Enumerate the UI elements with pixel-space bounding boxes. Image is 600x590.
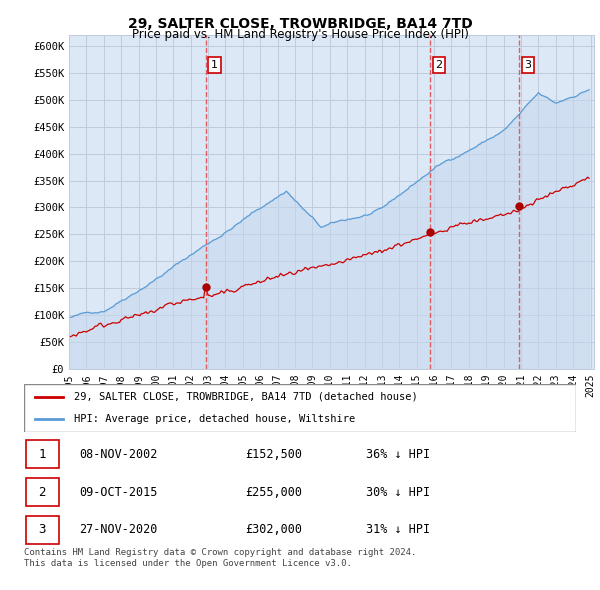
Text: 08-NOV-2002: 08-NOV-2002: [79, 448, 158, 461]
Bar: [26, 441, 59, 468]
Text: Contains HM Land Registry data © Crown copyright and database right 2024.
This d: Contains HM Land Registry data © Crown c…: [24, 548, 416, 568]
Text: £255,000: £255,000: [245, 486, 302, 499]
Text: 2: 2: [436, 60, 443, 70]
Text: 09-OCT-2015: 09-OCT-2015: [79, 486, 158, 499]
Text: 27-NOV-2020: 27-NOV-2020: [79, 523, 158, 536]
Text: 3: 3: [524, 60, 532, 70]
Text: 36% ↓ HPI: 36% ↓ HPI: [366, 448, 430, 461]
Bar: [26, 516, 59, 543]
Text: 1: 1: [38, 448, 46, 461]
Text: £152,500: £152,500: [245, 448, 302, 461]
Text: 29, SALTER CLOSE, TROWBRIDGE, BA14 7TD: 29, SALTER CLOSE, TROWBRIDGE, BA14 7TD: [128, 17, 472, 31]
Text: 2: 2: [38, 486, 46, 499]
Text: 3: 3: [38, 523, 46, 536]
Text: 30% ↓ HPI: 30% ↓ HPI: [366, 486, 430, 499]
Text: 31% ↓ HPI: 31% ↓ HPI: [366, 523, 430, 536]
Text: 1: 1: [211, 60, 218, 70]
Text: Price paid vs. HM Land Registry's House Price Index (HPI): Price paid vs. HM Land Registry's House …: [131, 28, 469, 41]
Text: £302,000: £302,000: [245, 523, 302, 536]
Bar: [26, 478, 59, 506]
Text: 29, SALTER CLOSE, TROWBRIDGE, BA14 7TD (detached house): 29, SALTER CLOSE, TROWBRIDGE, BA14 7TD (…: [74, 392, 418, 402]
Text: HPI: Average price, detached house, Wiltshire: HPI: Average price, detached house, Wilt…: [74, 414, 355, 424]
